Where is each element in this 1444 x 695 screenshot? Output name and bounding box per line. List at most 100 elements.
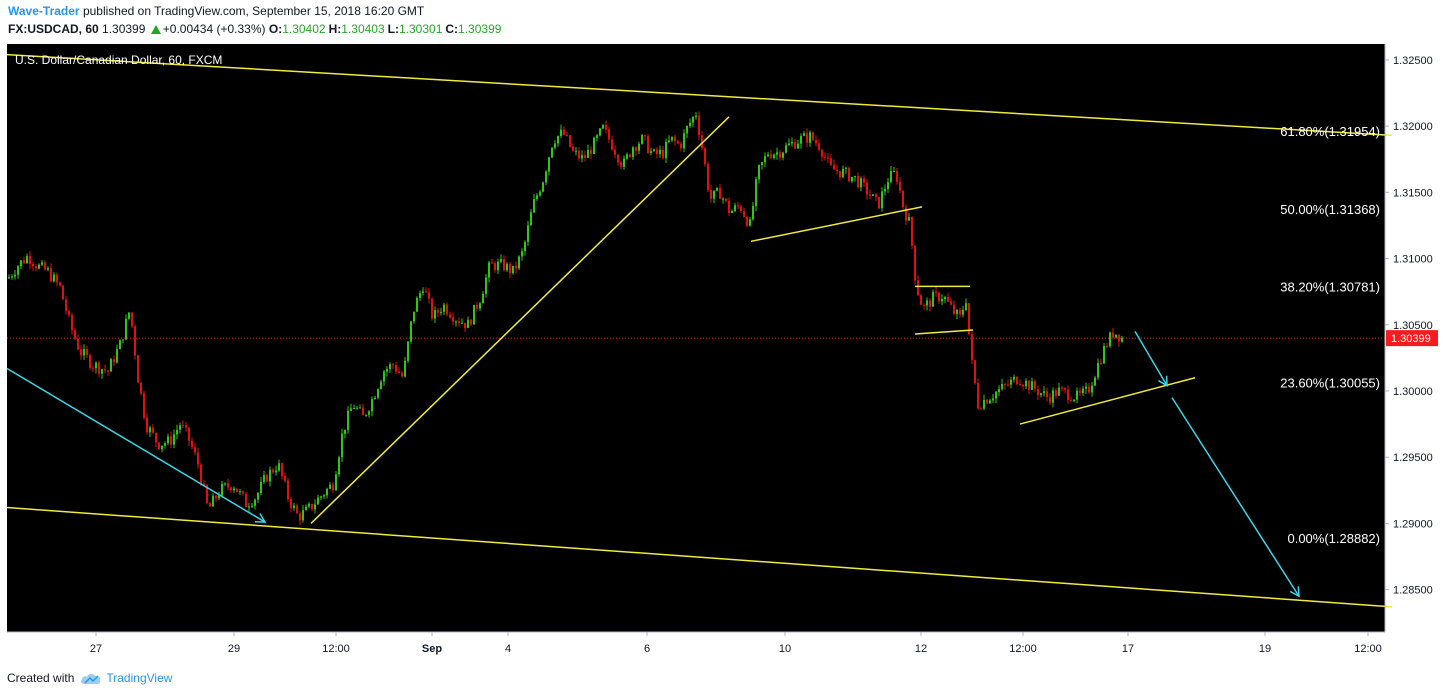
- tradingview-brand-link[interactable]: TradingView: [106, 671, 173, 685]
- candle: [425, 287, 427, 293]
- plot-area[interactable]: [7, 44, 1385, 632]
- candle-body: [602, 124, 604, 129]
- candle: [275, 465, 277, 476]
- candle-body: [773, 154, 775, 158]
- candle: [1043, 386, 1045, 397]
- author-link[interactable]: Wave-Trader: [8, 4, 80, 18]
- candle-body: [791, 142, 793, 144]
- candle-body: [392, 364, 394, 366]
- candle: [1079, 387, 1081, 397]
- candle-body: [191, 440, 193, 448]
- candle: [311, 503, 313, 512]
- candle: [335, 471, 337, 491]
- candle-body: [929, 300, 931, 307]
- candle-body: [374, 397, 376, 400]
- candle: [581, 150, 583, 163]
- candle-body: [797, 143, 799, 149]
- candle: [953, 300, 955, 316]
- candle-body: [272, 469, 274, 473]
- candle-body: [1064, 388, 1066, 390]
- candle-body: [686, 126, 688, 134]
- candle: [473, 304, 475, 325]
- candle-body: [1028, 380, 1030, 390]
- candle: [209, 501, 211, 507]
- candle: [449, 311, 451, 319]
- candle: [263, 470, 265, 485]
- symbol-interval: FX:USDCAD, 60: [8, 22, 99, 36]
- candle: [326, 487, 328, 499]
- candle: [665, 138, 667, 164]
- candle-body: [608, 129, 610, 140]
- candle-body: [275, 470, 277, 473]
- candle-body: [737, 205, 739, 207]
- candle: [587, 144, 589, 158]
- candle-body: [812, 132, 814, 141]
- candle-body: [956, 309, 958, 315]
- candle-body: [281, 463, 283, 476]
- price-axis[interactable]: 1.28500 1.29000 1.29500 1.30000 1.30500 1.310…: [1385, 55, 1438, 597]
- candle-body: [401, 372, 403, 377]
- candle-body: [503, 258, 505, 271]
- candle-body: [1001, 383, 1003, 390]
- fib-label: 38.20%(1.30781): [1280, 280, 1380, 295]
- candle-body: [494, 262, 496, 271]
- candle: [908, 212, 910, 221]
- candle-body: [746, 216, 748, 226]
- candle: [200, 462, 202, 487]
- candle-body: [743, 211, 745, 217]
- candle-body: [389, 364, 391, 369]
- candle-body: [1040, 393, 1042, 396]
- candle-body: [500, 258, 502, 262]
- candle: [1061, 385, 1063, 392]
- candle: [353, 404, 355, 410]
- candle: [404, 357, 406, 378]
- y-tick-label: 1.28500: [1393, 585, 1433, 597]
- x-tick-label: 12:00: [1354, 643, 1382, 655]
- candle: [848, 166, 850, 183]
- candle: [599, 127, 601, 137]
- candle: [707, 161, 709, 193]
- candle: [926, 297, 928, 311]
- candle: [305, 504, 307, 511]
- candle-body: [644, 135, 646, 137]
- candle: [176, 424, 178, 440]
- candle: [614, 145, 616, 159]
- low-value: 1.30301: [398, 22, 443, 36]
- candle-body: [566, 134, 568, 136]
- candle: [458, 317, 460, 327]
- candle: [71, 312, 73, 335]
- candle-body: [1085, 386, 1087, 389]
- candle: [800, 133, 802, 149]
- candle: [17, 264, 19, 279]
- candle-body: [701, 135, 703, 149]
- candle-body: [68, 311, 70, 316]
- x-tick-label: 10: [779, 643, 791, 655]
- candle: [236, 488, 238, 493]
- candle-body: [857, 175, 859, 188]
- candle: [1088, 383, 1090, 394]
- candle: [980, 406, 982, 410]
- candle: [590, 146, 592, 160]
- time-axis[interactable]: 27 29 12:00 Sep 4 6 10 12 12:00 17 19 12:00: [90, 632, 1382, 655]
- candle: [134, 324, 136, 360]
- candle-body: [716, 188, 718, 191]
- candle: [11, 274, 13, 280]
- candle-body: [185, 425, 187, 428]
- y-tick-label: 1.30000: [1393, 386, 1433, 398]
- candle: [572, 143, 574, 152]
- candle-body: [668, 140, 670, 142]
- candle: [566, 131, 568, 137]
- candle: [374, 395, 376, 400]
- candle-body: [518, 256, 520, 269]
- candle-body: [221, 483, 223, 496]
- candle-body: [884, 189, 886, 192]
- arrow: [1171, 397, 1300, 598]
- candle-body: [464, 322, 466, 328]
- candle-body: [977, 383, 979, 409]
- candle: [854, 175, 856, 182]
- arrow: [1134, 330, 1168, 388]
- candle: [797, 139, 799, 149]
- candle: [392, 362, 394, 370]
- candle-body: [920, 295, 922, 305]
